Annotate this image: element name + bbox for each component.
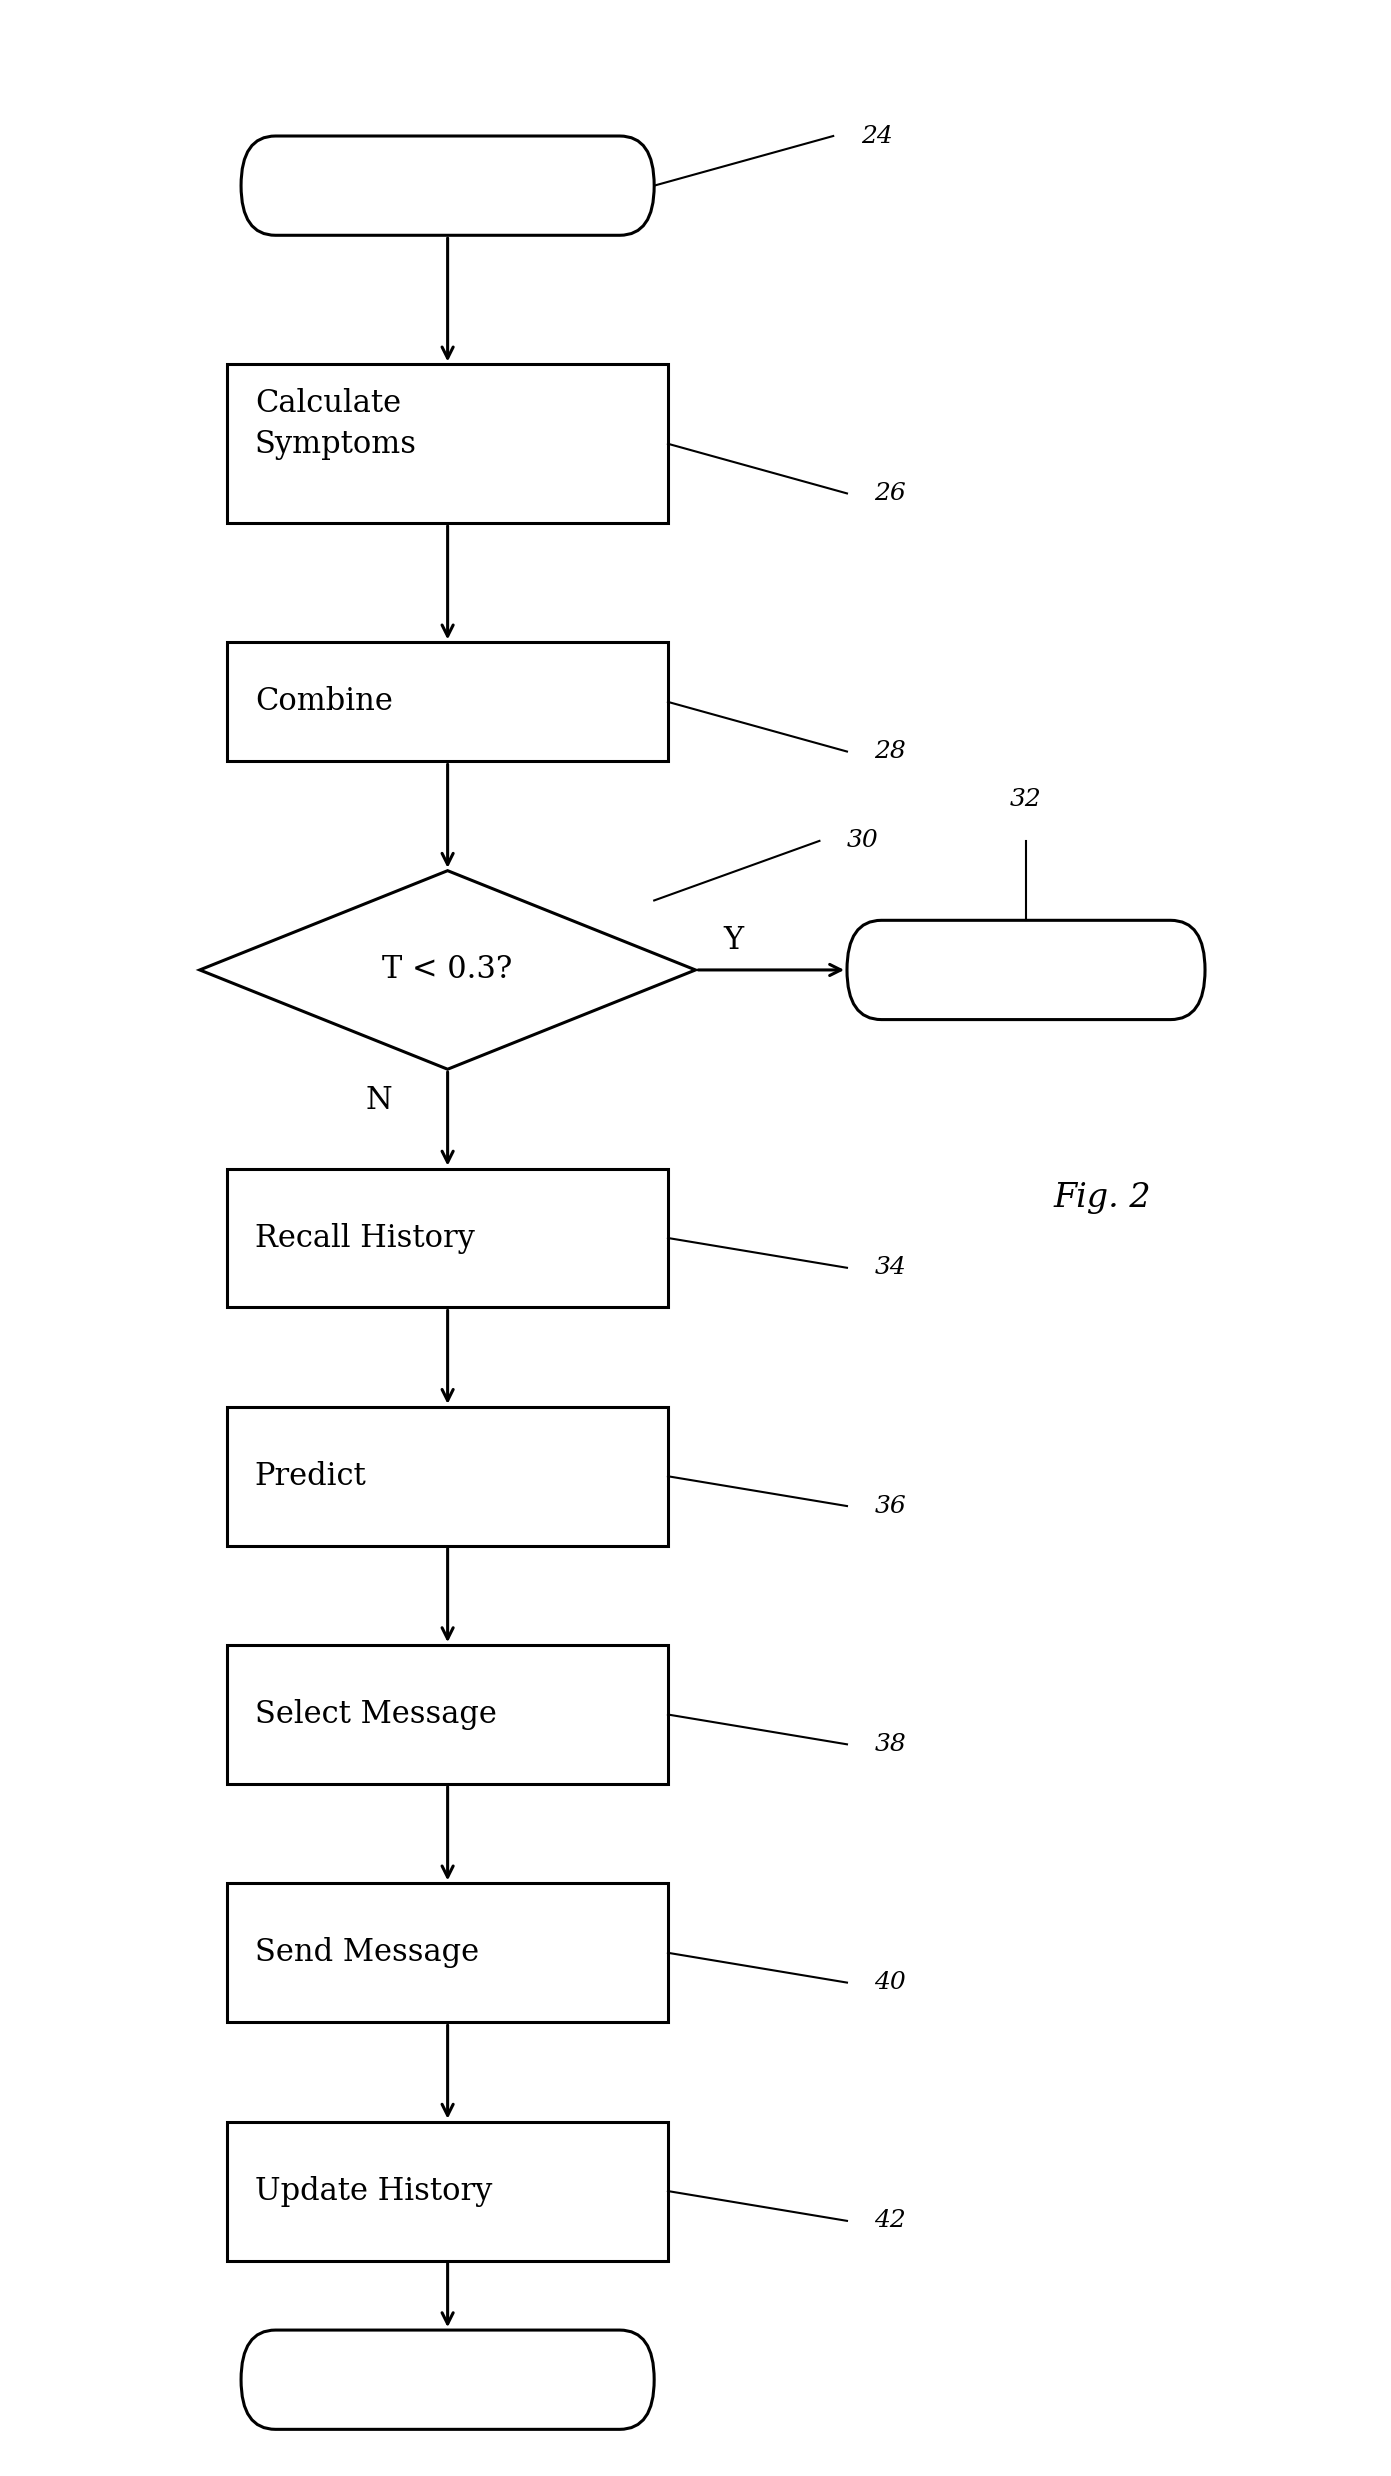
Text: Select Message: Select Message xyxy=(255,1699,497,1731)
Text: Predict: Predict xyxy=(255,1461,367,1491)
Text: T < 0.3?: T < 0.3? xyxy=(383,953,513,985)
Text: 24: 24 xyxy=(861,124,893,149)
FancyBboxPatch shape xyxy=(241,136,654,235)
Text: 40: 40 xyxy=(875,1971,907,1993)
Bar xyxy=(227,1884,668,2023)
Text: Fig. 2: Fig. 2 xyxy=(1053,1181,1152,1213)
Text: 28: 28 xyxy=(875,740,907,763)
Text: N: N xyxy=(366,1084,392,1117)
FancyBboxPatch shape xyxy=(847,921,1205,1020)
Bar xyxy=(227,2122,668,2261)
Bar xyxy=(227,1644,668,1785)
Text: Combine: Combine xyxy=(255,686,392,718)
Text: 38: 38 xyxy=(875,1733,907,1755)
Text: 34: 34 xyxy=(875,1255,907,1280)
Text: 26: 26 xyxy=(875,483,907,505)
Text: Y: Y xyxy=(723,924,743,956)
Bar xyxy=(227,1169,668,1307)
Bar xyxy=(227,364,668,522)
Text: 36: 36 xyxy=(875,1496,907,1518)
Text: Calculate
Symptoms: Calculate Symptoms xyxy=(255,389,417,461)
Text: Recall History: Recall History xyxy=(255,1223,474,1253)
FancyBboxPatch shape xyxy=(241,2330,654,2429)
Text: 32: 32 xyxy=(1010,787,1042,812)
Text: 30: 30 xyxy=(847,829,879,852)
Polygon shape xyxy=(200,872,696,1070)
Text: 42: 42 xyxy=(875,2209,907,2233)
Text: Update History: Update History xyxy=(255,2176,492,2206)
Text: Send Message: Send Message xyxy=(255,1936,479,1968)
Bar xyxy=(227,641,668,763)
Bar xyxy=(227,1406,668,1545)
